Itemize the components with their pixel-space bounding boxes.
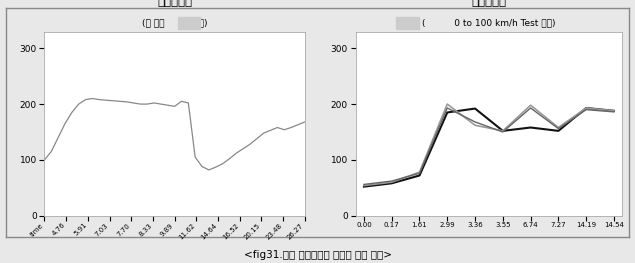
Text: 감정목적물: 감정목적물 xyxy=(157,0,192,8)
Text: (          0 to 100 km/h Test 차량): ( 0 to 100 km/h Test 차량) xyxy=(422,19,556,28)
Text: <fig31.기본 엔진구동음 주파수 발현 추이>: <fig31.기본 엔진구동음 주파수 발현 추이> xyxy=(243,250,392,260)
Text: (이 사건          차량): (이 사건 차량) xyxy=(142,19,208,28)
Text: 비교대상물: 비교대상물 xyxy=(471,0,507,8)
